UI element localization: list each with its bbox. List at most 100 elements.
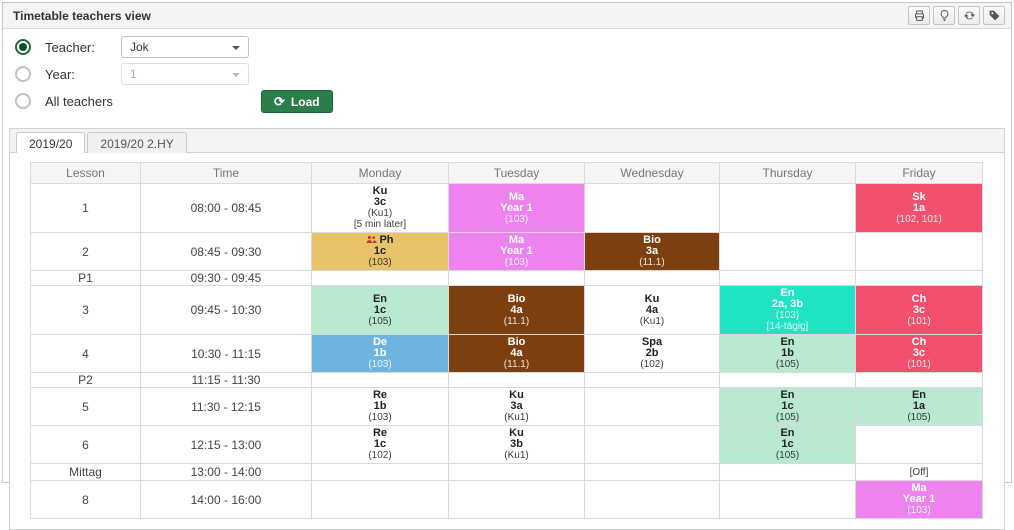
entry-detail: (Ku1) — [449, 450, 584, 461]
empty-cell — [856, 271, 983, 286]
entry-title: Ch — [856, 294, 982, 305]
time-cell: 08:45 - 09:30 — [141, 233, 312, 271]
empty-cell — [585, 373, 720, 388]
empty-cell — [856, 426, 983, 464]
refresh-icon — [963, 9, 976, 22]
entry-detail: (103) — [449, 257, 584, 268]
timetable-entry-cell: [Off] — [856, 464, 983, 481]
empty-cell — [720, 481, 856, 519]
empty-cell — [449, 464, 585, 481]
entry-title: 1c — [312, 246, 448, 257]
entry-detail: (Ku1) — [312, 208, 448, 219]
empty-cell — [585, 481, 720, 519]
entry-title: 3a — [449, 401, 584, 412]
entry-title: 3c — [856, 305, 982, 316]
entry-title: 4a — [585, 305, 719, 316]
time-cell: 12:15 - 13:00 — [141, 426, 312, 464]
empty-cell — [720, 271, 856, 286]
entry-title: 4a — [449, 348, 584, 359]
refresh-icon: ⟳ — [274, 95, 285, 108]
time-cell: 14:00 - 16:00 — [141, 481, 312, 519]
teacher-label: Teacher: — [45, 40, 121, 55]
entry-title: 3c — [856, 348, 982, 359]
lesson-cell: P2 — [31, 373, 141, 388]
print-icon — [913, 9, 926, 22]
empty-cell — [585, 184, 720, 233]
entry-detail: (Ku1) — [449, 412, 584, 423]
empty-cell — [312, 373, 449, 388]
column-header-monday: Monday — [312, 163, 449, 184]
tab-strip: 2019/20 2019/20 2.HY — [10, 129, 1004, 153]
teacher-radio[interactable] — [15, 39, 31, 55]
column-header-time: Time — [141, 163, 312, 184]
entry-detail: (105) — [720, 412, 855, 423]
year-radio[interactable] — [15, 66, 31, 82]
entry-title: Year 1 — [449, 203, 584, 214]
entry-title: Sk — [856, 192, 982, 203]
lesson-cell: P1 — [31, 271, 141, 286]
entry-detail: (105) — [856, 412, 982, 423]
entry-title: 3c — [312, 197, 448, 208]
tab-2019-20-2hy[interactable]: 2019/20 2.HY — [87, 132, 186, 153]
toolbar — [908, 6, 1005, 25]
entry-title: 1c — [720, 439, 855, 450]
entry-detail: (101) — [856, 316, 982, 327]
lesson-cell: 6 — [31, 426, 141, 464]
entry-detail: (102) — [585, 359, 719, 370]
entry-detail: [5 min later] — [312, 219, 448, 230]
column-header-lesson: Lesson — [31, 163, 141, 184]
time-cell: 10:30 - 11:15 — [141, 335, 312, 373]
refresh-button[interactable] — [958, 6, 980, 25]
hint-button[interactable] — [933, 6, 955, 25]
time-cell: 09:30 - 09:45 — [141, 271, 312, 286]
entry-title: 1a — [856, 401, 982, 412]
entry-title: 2b — [585, 348, 719, 359]
empty-cell — [720, 233, 856, 271]
print-button[interactable] — [908, 6, 930, 25]
tab-2019-20[interactable]: 2019/20 — [16, 132, 85, 153]
column-header-friday: Friday — [856, 163, 983, 184]
empty-cell — [585, 271, 720, 286]
entry-detail: (101) — [856, 359, 982, 370]
entry-title: Ku — [585, 294, 719, 305]
year-label: Year: — [45, 67, 121, 82]
entry-title: 1b — [312, 348, 448, 359]
year-filter-row: Year: 1 — [15, 62, 1011, 86]
empty-cell — [856, 233, 983, 271]
empty-cell — [720, 373, 856, 388]
empty-cell — [585, 464, 720, 481]
chevron-down-icon — [232, 46, 240, 50]
teacher-filter-row: Teacher: Jok — [15, 35, 1011, 59]
entry-detail: (103) — [312, 412, 448, 423]
entry-title: Bio — [449, 294, 584, 305]
all-teachers-radio[interactable] — [15, 93, 31, 109]
entry-detail: (103) — [856, 505, 982, 516]
entry-detail: (102, 101) — [856, 214, 982, 225]
tag-button[interactable] — [983, 6, 1005, 25]
empty-cell — [585, 426, 720, 464]
entry-title: Year 1 — [449, 246, 584, 257]
entry-title: 1a — [856, 203, 982, 214]
year-select[interactable]: 1 — [121, 63, 249, 85]
teacher-select[interactable]: Jok — [121, 36, 249, 58]
load-button[interactable]: ⟳ Load — [261, 90, 333, 113]
